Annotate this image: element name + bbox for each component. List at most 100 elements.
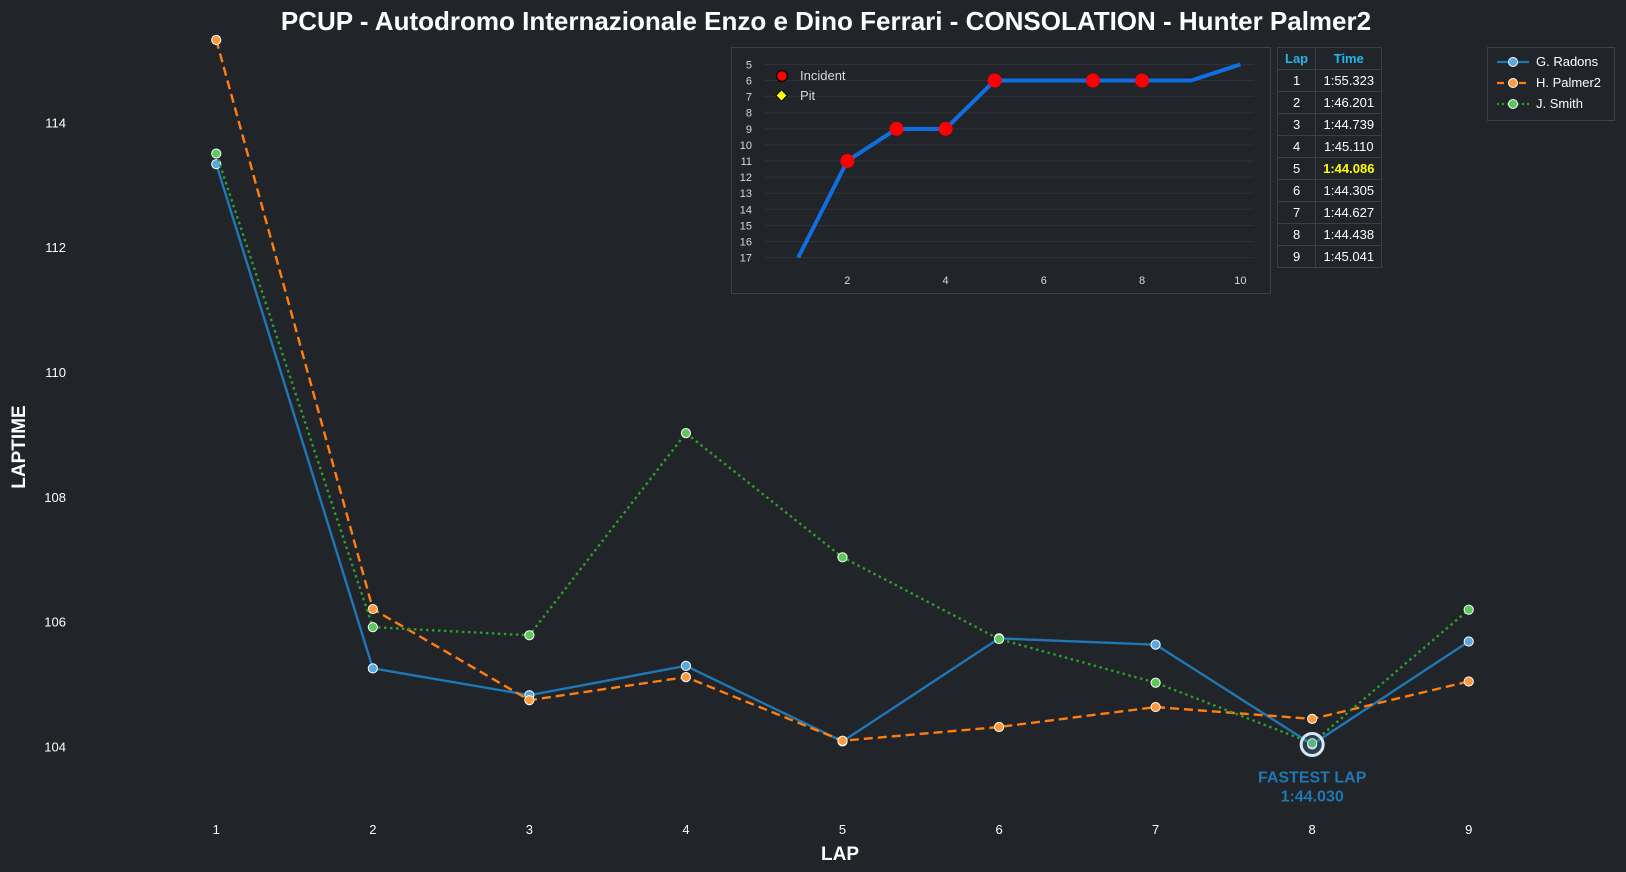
x-tick-label: 8 [1309, 822, 1316, 837]
table-row: 6 1:44.305 [1276, 179, 1383, 202]
data-point [211, 34, 222, 46]
position-tick-label: 16 [740, 236, 752, 248]
data-point [1463, 604, 1474, 615]
position-tick-label: 14 [740, 204, 752, 216]
table-row: 3 1:44.739 [1276, 113, 1383, 136]
time-cell: 1:46.201 [1315, 91, 1383, 114]
position-tick-label: 9 [746, 124, 752, 136]
incident-legend-marker [775, 69, 789, 83]
x-tick-label: 6 [995, 822, 1002, 837]
lap-tick-label: 2 [844, 275, 850, 287]
x-tick-label: 9 [1465, 822, 1472, 837]
legend-item-j-smith: J. Smith [1496, 94, 1614, 114]
position-line [796, 62, 1241, 259]
position-tick-label: 10 [740, 140, 752, 152]
position-y-ticks: 5 6 7 8 9 10 11 12 13 14 15 16 17 [740, 59, 752, 264]
x-tick-label: 2 [369, 822, 376, 837]
position-x-ticks: 2 4 6 8 10 [844, 275, 1246, 287]
position-legend: Incident Pit [775, 68, 846, 103]
incident-marker [1135, 73, 1150, 88]
legend-swatch [1497, 78, 1529, 88]
lap-cell: 6 [1276, 179, 1317, 202]
position-grid [764, 63, 1254, 259]
lap-cell: 4 [1276, 135, 1317, 158]
lap-cell: 2 [1276, 91, 1317, 114]
data-point [1307, 713, 1318, 725]
x-axis-ticks: 1 2 3 4 5 6 7 8 9 [213, 822, 1473, 837]
data-point [1307, 738, 1318, 749]
lap-cell: 5 [1276, 157, 1317, 180]
table-row: 9 1:45.041 [1276, 245, 1383, 268]
data-point [1150, 677, 1161, 688]
lap-tick-label: 4 [943, 275, 949, 287]
time-cell: 1:45.041 [1315, 245, 1383, 268]
y-tick-label: 108 [44, 490, 66, 505]
position-tick-label: 6 [746, 76, 752, 88]
data-point [1150, 701, 1161, 713]
incident-markers [840, 73, 1150, 168]
time-cell: 1:44.305 [1315, 179, 1383, 202]
series-h-palmer2 [211, 34, 1474, 746]
data-point [993, 633, 1005, 645]
data-point [1150, 639, 1161, 650]
table-row: 2 1:46.201 [1276, 91, 1383, 114]
position-tick-label: 11 [741, 156, 752, 168]
legend-swatch [1497, 99, 1529, 109]
lap-cell: 7 [1276, 201, 1317, 224]
time-cell: 1:44.627 [1315, 201, 1383, 224]
incident-legend-label: Incident [800, 68, 846, 83]
table-row: 4 1:45.110 [1276, 135, 1383, 158]
x-tick-label: 1 [213, 822, 220, 837]
data-point [524, 695, 535, 706]
y-tick-label: 114 [45, 115, 66, 130]
legend-item-h-palmer2: H. Palmer2 [1496, 73, 1614, 93]
incident-marker [889, 121, 904, 136]
data-point [367, 603, 378, 615]
x-tick-label: 3 [526, 822, 533, 837]
legend-swatch [1497, 57, 1529, 67]
data-point [1463, 636, 1474, 647]
position-tick-label: 15 [740, 220, 752, 232]
table-header-row: Lap Time [1276, 47, 1383, 70]
data-point [680, 428, 692, 439]
series-lines [211, 34, 1474, 750]
incident-marker [840, 154, 855, 168]
legend-label: H. Palmer2 [1536, 75, 1602, 90]
table-row: 5 1:44.086 [1276, 157, 1383, 180]
lap-cell: 8 [1276, 223, 1317, 246]
y-axis-ticks: 104 106 108 110 112 114 [44, 115, 66, 754]
time-cell: 1:45.110 [1315, 135, 1383, 158]
pit-legend-marker [775, 89, 788, 102]
fastest-lap-annotation: FASTEST LAP 1:44.030 [1258, 731, 1367, 805]
fastest-lap-time: 1:44.030 [1281, 788, 1344, 805]
position-chart: 5 6 7 8 9 10 11 12 13 14 15 16 17 2 4 6 8 10 Incident Pi… [740, 59, 1254, 287]
incident-marker [987, 73, 1002, 88]
position-tick-label: 5 [746, 59, 752, 71]
data-point [367, 622, 378, 633]
legend-label: J. Smith [1536, 96, 1583, 111]
data-point [680, 660, 692, 671]
x-tick-label: 5 [839, 822, 846, 837]
data-point [524, 630, 535, 641]
y-tick-label: 106 [44, 615, 66, 630]
lap-cell: 1 [1276, 69, 1317, 92]
lap-column-header: Lap [1276, 47, 1317, 70]
chart-title: PCUP - Autodromo Internazionale Enzo e D… [281, 6, 1371, 36]
position-chart-panel: 5 6 7 8 9 10 11 12 13 14 15 16 17 2 4 6 8 10 Incident Pi… [731, 47, 1271, 294]
data-point [211, 148, 222, 159]
x-tick-label: 4 [682, 822, 689, 837]
lap-times-table: Lap Time 1 1:55.323 2 1:46.201 3 1:44.739 4… [1276, 47, 1383, 268]
data-point [837, 552, 848, 563]
position-tick-label: 8 [746, 108, 752, 120]
time-column-header: Time [1315, 47, 1383, 70]
incident-marker [938, 121, 953, 136]
position-tick-label: 17 [740, 253, 752, 265]
incident-marker [1085, 73, 1100, 88]
lap-tick-label: 10 [1234, 275, 1246, 287]
chart-legend: G. Radons H. Palmer2 J. Smith [1487, 47, 1615, 121]
x-tick-label: 7 [1152, 822, 1159, 837]
lap-tick-label: 6 [1041, 275, 1047, 287]
table-row: 7 1:44.627 [1276, 201, 1383, 224]
data-point [837, 735, 848, 746]
